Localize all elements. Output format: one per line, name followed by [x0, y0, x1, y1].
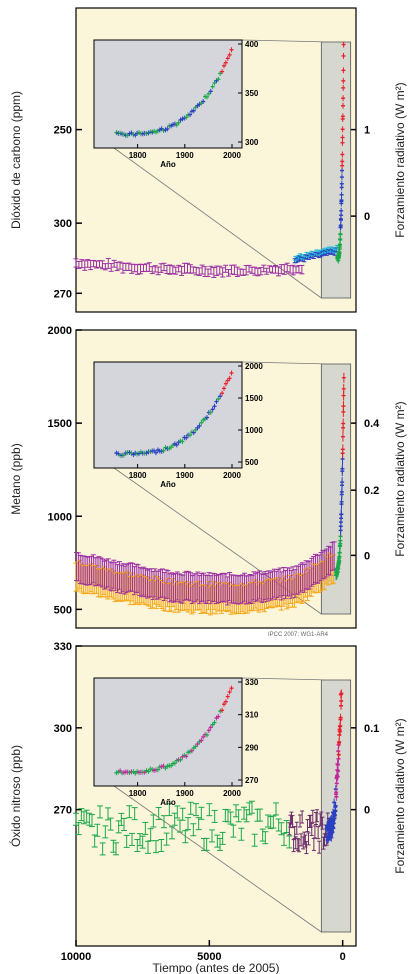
ylabel-right-n2o: Forzamiento radiativo (W m²) — [393, 718, 407, 873]
xtick-label: 5000 — [197, 951, 221, 963]
inset-xtick-label: 1900 — [176, 151, 194, 160]
inset-xlabel: Año — [160, 798, 176, 807]
inset-ytick-label: 300 — [245, 138, 259, 147]
ytick-label-ch4: 500 — [54, 604, 72, 616]
ytick-right-label-n2o: 0 — [364, 805, 370, 817]
ytick-label-ch4: 1500 — [48, 418, 72, 430]
inset-ytick-label: 400 — [245, 40, 259, 49]
ytick-right-label-ch4: 0.4 — [364, 418, 380, 430]
inset-ytick-label: 500 — [245, 458, 259, 467]
ylabel-ch4: Metano (ppb) — [9, 443, 23, 514]
inset-xtick-label: 1800 — [129, 471, 147, 480]
panel-ch4: 2000 1500 1000 500 0.4 0.2 0 Metano (ppb) Forzam… — [9, 325, 407, 629]
inset-ytick-label: 290 — [245, 743, 259, 752]
series-co2 — [73, 41, 346, 278]
inset-ytick-label: 350 — [245, 89, 259, 98]
ytick-right-label-ch4: 0 — [364, 550, 370, 562]
ylabel-right-ch4: Forzamiento radiativo (W m²) — [393, 401, 407, 556]
ytick-right-label-co2: 0 — [364, 211, 370, 223]
inset-frame — [93, 39, 243, 149]
xtick-label: 10000 — [61, 951, 92, 963]
series-n2o — [73, 689, 344, 856]
ytick-label-n2o: 330 — [54, 641, 72, 653]
inset-ch4: 1800 1900 2000 Año 500 1000 1500 2000 — [93, 361, 263, 489]
ytick-label-co2: 270 — [54, 288, 72, 300]
connector-line — [241, 39, 331, 43]
ylabel-right-co2: Forzamiento radiativo (W m²) — [393, 82, 407, 237]
series-ch4 — [73, 372, 346, 616]
ylabel-co2: Dióxido de carbono (ppm) — [9, 91, 23, 229]
xtick-label: 0 — [340, 951, 346, 963]
inset-frame — [93, 677, 243, 787]
connector-line — [113, 785, 322, 933]
inset-xtick-label: 1800 — [129, 151, 147, 160]
connector-line — [241, 677, 331, 681]
inset-xtick-label: 1900 — [176, 471, 194, 480]
credit-text: IPCC 2007: WG1-AR4 — [268, 632, 329, 638]
inset-ytick-label: 310 — [245, 711, 259, 720]
connector-line — [241, 361, 331, 365]
ytick-label-co2: 250 — [54, 125, 72, 137]
ylabel-n2o: Óxido nitroso (ppb) — [8, 745, 23, 847]
inset-co2: 1800 1900 2000 Año 300 350 400 — [93, 39, 259, 169]
ytick-label-ch4: 1000 — [48, 511, 72, 523]
ytick-label-n2o: 300 — [54, 723, 72, 735]
ytick-label-co2: 300 — [54, 218, 72, 230]
inset-xtick-label: 2000 — [223, 789, 241, 798]
panel-co2: 250 300 270 1 0 Dióxido de carbono (ppm) Forza… — [9, 7, 407, 313]
inset-ytick-label: 1000 — [245, 426, 263, 435]
inset-frame — [93, 361, 243, 469]
inset-xtick-label: 2000 — [223, 471, 241, 480]
ytick-label-n2o: 270 — [54, 805, 72, 817]
inset-ytick-label: 270 — [245, 776, 259, 785]
inset-ytick-label: 2000 — [245, 362, 263, 371]
inset-n2o: 1800 1900 2000 Año 270 290 310 330 — [93, 677, 259, 807]
inset-xtick-label: 1900 — [176, 789, 194, 798]
inset-xtick-label: 2000 — [223, 151, 241, 160]
ytick-label-ch4: 2000 — [48, 325, 72, 337]
ytick-right-label-co2: 1 — [364, 125, 370, 137]
ytick-right-label-n2o: 0.1 — [364, 723, 379, 735]
inset-ytick-label: 330 — [245, 678, 259, 687]
ytick-right-label-ch4: 0.2 — [364, 485, 379, 497]
xaxis-title: Tiempo (antes de 2005) — [153, 961, 280, 974]
inset-xlabel: Año — [160, 160, 176, 169]
connector-line — [113, 147, 322, 299]
inset-xlabel: Año — [160, 480, 176, 489]
panel-n2o: 330 300 270 0.1 0 Óxido nitroso (ppb) Forzamie… — [8, 641, 407, 947]
inset-xtick-label: 1800 — [129, 789, 147, 798]
inset-ytick-label: 1500 — [245, 394, 263, 403]
